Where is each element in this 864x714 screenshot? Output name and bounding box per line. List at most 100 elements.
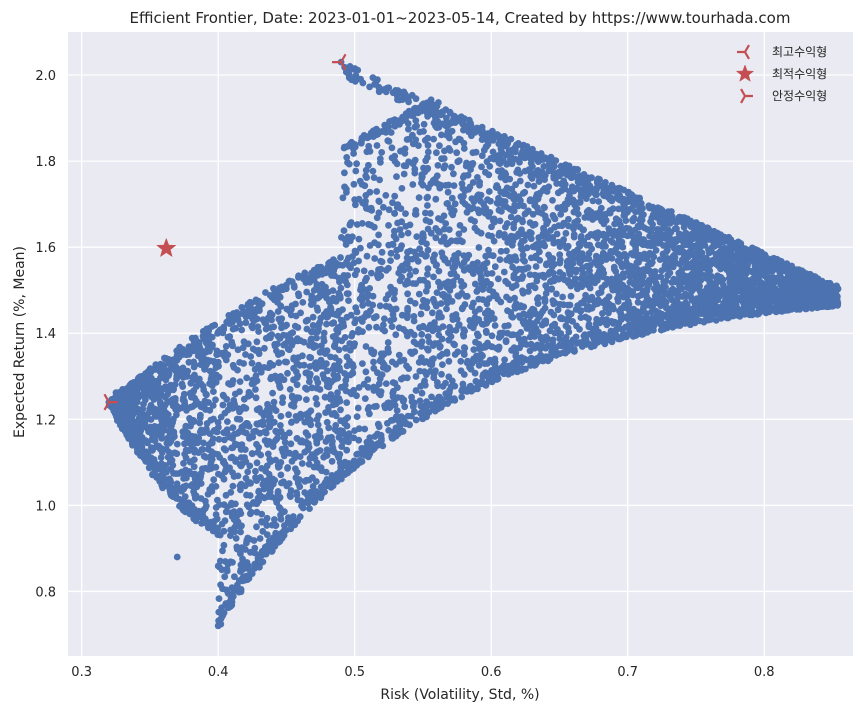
portfolio-point	[512, 256, 520, 264]
portfolio-point	[302, 476, 310, 484]
portfolio-point	[562, 229, 570, 237]
portfolio-point	[446, 129, 453, 137]
portfolio-point	[469, 324, 477, 332]
portfolio-point	[387, 129, 395, 136]
portfolio-point	[370, 358, 377, 366]
portfolio-point	[521, 257, 528, 265]
portfolio-point	[224, 406, 232, 414]
portfolio-point	[343, 399, 351, 406]
portfolio-point	[257, 408, 265, 416]
portfolio-point	[597, 215, 605, 223]
portfolio-point	[325, 424, 333, 432]
portfolio-point	[471, 369, 479, 377]
portfolio-point	[439, 383, 447, 390]
portfolio-point	[528, 175, 536, 182]
portfolio-point	[220, 429, 228, 436]
portfolio-point	[418, 330, 426, 338]
portfolio-point	[453, 149, 461, 157]
portfolio-point	[670, 251, 678, 259]
portfolio-point	[512, 300, 520, 308]
portfolio-point	[531, 271, 539, 279]
portfolio-point	[476, 305, 483, 313]
portfolio-point	[242, 546, 249, 553]
portfolio-point	[475, 244, 483, 251]
portfolio-point	[444, 278, 452, 286]
portfolio-point	[666, 293, 674, 301]
portfolio-point	[382, 380, 390, 387]
portfolio-point	[175, 470, 183, 477]
portfolio-point	[349, 233, 356, 241]
portfolio-point	[445, 357, 453, 365]
portfolio-point	[299, 299, 307, 306]
portfolio-point	[179, 433, 187, 440]
portfolio-point	[466, 317, 474, 324]
portfolio-point	[484, 196, 491, 204]
portfolio-point	[453, 273, 461, 281]
portfolio-point	[379, 364, 387, 371]
portfolio-point	[400, 396, 408, 404]
portfolio-point	[554, 326, 561, 333]
portfolio-point	[287, 440, 295, 448]
portfolio-point	[278, 349, 286, 357]
portfolio-point	[243, 491, 250, 499]
portfolio-point	[526, 333, 534, 341]
portfolio-point	[362, 343, 370, 350]
portfolio-point	[682, 258, 690, 265]
portfolio-point	[478, 163, 485, 171]
portfolio-point	[323, 418, 331, 426]
portfolio-point	[432, 234, 440, 242]
portfolio-point	[309, 313, 317, 321]
portfolio-point	[373, 142, 381, 149]
portfolio-point	[655, 235, 663, 243]
portfolio-point	[436, 343, 444, 351]
portfolio-point	[337, 254, 344, 261]
portfolio-point	[424, 141, 432, 149]
portfolio-point	[208, 343, 216, 351]
portfolio-point	[248, 450, 256, 457]
portfolio-point	[448, 377, 456, 385]
portfolio-point	[549, 336, 557, 344]
portfolio-point	[328, 433, 335, 441]
portfolio-point	[459, 304, 467, 311]
portfolio-point	[236, 427, 244, 435]
portfolio-point	[283, 305, 291, 313]
portfolio-point	[392, 331, 400, 339]
portfolio-point	[622, 313, 630, 321]
portfolio-point	[490, 237, 498, 245]
portfolio-point	[626, 306, 634, 314]
portfolio-point	[256, 535, 264, 542]
portfolio-point	[547, 308, 555, 316]
portfolio-point	[457, 357, 465, 365]
portfolio-point	[209, 402, 217, 409]
portfolio-point	[219, 458, 227, 466]
portfolio-point	[362, 368, 370, 376]
portfolio-point	[339, 306, 346, 313]
portfolio-point	[254, 449, 262, 456]
portfolio-point	[464, 264, 472, 271]
portfolio-point	[391, 152, 399, 160]
portfolio-point	[306, 373, 313, 381]
portfolio-point	[574, 285, 581, 293]
portfolio-point	[636, 223, 643, 231]
portfolio-point	[633, 253, 641, 260]
portfolio-point	[181, 397, 188, 405]
portfolio-point	[306, 505, 313, 512]
portfolio-point	[196, 414, 204, 422]
portfolio-point	[278, 479, 285, 487]
portfolio-point	[725, 262, 732, 269]
portfolio-point	[611, 318, 619, 326]
portfolio-point	[548, 263, 556, 271]
portfolio-point	[477, 229, 485, 237]
portfolio-point	[685, 248, 693, 256]
portfolio-point	[348, 332, 355, 340]
portfolio-point	[606, 207, 614, 214]
portfolio-point	[618, 238, 626, 246]
portfolio-point	[351, 340, 358, 347]
portfolio-point	[197, 480, 205, 487]
portfolio-point	[400, 162, 408, 170]
portfolio-point	[343, 313, 351, 321]
portfolio-point	[448, 163, 455, 171]
portfolio-point	[342, 344, 349, 352]
portfolio-point	[222, 356, 230, 364]
portfolio-point	[686, 238, 694, 246]
